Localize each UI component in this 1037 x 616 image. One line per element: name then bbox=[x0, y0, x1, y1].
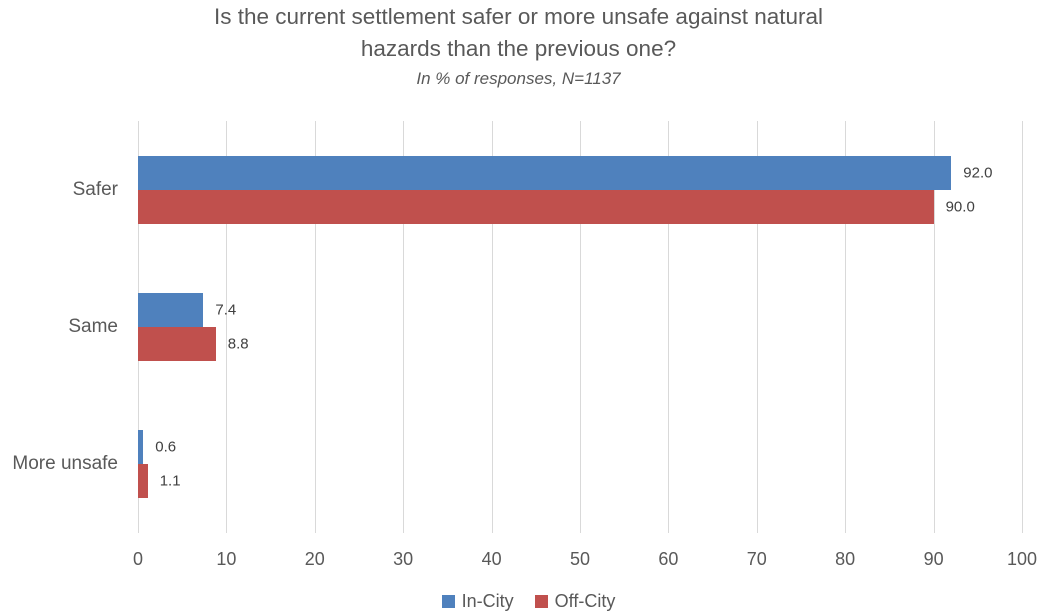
x-axis-tick-label-50: 50 bbox=[569, 549, 591, 569]
bar-off-city-same bbox=[138, 327, 216, 361]
gridline-10 bbox=[226, 121, 228, 533]
bar-off-city-safer bbox=[138, 189, 934, 224]
chart-title-block: Is the current settlement safer or more … bbox=[0, 1, 1037, 90]
x-axis-tick-label-0: 0 bbox=[132, 549, 144, 569]
gridline-20 bbox=[314, 121, 316, 533]
gridline-100 bbox=[1022, 121, 1023, 533]
chart-title-line-1: Is the current settlement safer or more … bbox=[213, 4, 824, 29]
legend-label-off-city: Off-City bbox=[554, 591, 616, 611]
chart-subtitle: In % of responses, N=1137 bbox=[416, 69, 621, 88]
gridline-90 bbox=[933, 121, 935, 533]
legend: In-City Off-City bbox=[10, 591, 1037, 612]
value-label-off-city-safer: 90.0 bbox=[945, 198, 975, 216]
value-label-off-city-more-unsafe: 1.1 bbox=[159, 472, 181, 490]
legend-swatch-in-city bbox=[441, 595, 455, 608]
gridline-30 bbox=[403, 121, 405, 533]
x-axis-tick-label-60: 60 bbox=[658, 549, 679, 569]
gridline-40 bbox=[491, 121, 493, 533]
legend-label-in-city: In-City bbox=[461, 591, 514, 611]
x-axis-tick-label-70: 70 bbox=[746, 549, 767, 569]
value-label-in-city-safer: 92.0 bbox=[963, 164, 993, 182]
x-axis-tick-label-100: 100 bbox=[1006, 549, 1037, 569]
x-axis-tick-label-30: 30 bbox=[393, 549, 414, 569]
category-label-safer: Safer bbox=[72, 178, 118, 200]
value-label-in-city-more-unsafe: 0.6 bbox=[155, 438, 177, 456]
category-label-more-unsafe: More unsafe bbox=[12, 453, 118, 475]
x-axis-tick-label-20: 20 bbox=[304, 549, 325, 569]
value-label-off-city-same: 8.8 bbox=[227, 335, 249, 353]
legend-swatch-off-city bbox=[534, 595, 548, 608]
bar-off-city-more-unsafe bbox=[138, 464, 148, 499]
gridline-50 bbox=[580, 121, 581, 533]
chart-title-line-2: hazards than the previous one? bbox=[360, 36, 677, 61]
gridline-70 bbox=[756, 121, 758, 533]
bar-in-city-safer bbox=[138, 155, 952, 190]
x-axis-tick-label-40: 40 bbox=[481, 549, 502, 569]
value-label-in-city-same: 7.4 bbox=[215, 301, 237, 319]
legend-item-in-city: In-City bbox=[441, 591, 514, 612]
plot-area: 92.0 90.0 7.4 8.8 0.6 1.1 bbox=[138, 121, 1023, 533]
gridline-80 bbox=[845, 121, 847, 533]
bar-in-city-same bbox=[138, 293, 204, 327]
category-label-same: Same bbox=[68, 316, 118, 337]
x-axis-tick-label-80: 80 bbox=[835, 549, 856, 569]
gridline-60 bbox=[668, 121, 670, 533]
legend-item-off-city: Off-City bbox=[534, 591, 616, 612]
x-axis-tick-label-10: 10 bbox=[216, 549, 237, 569]
x-axis-tick-label-90: 90 bbox=[923, 549, 944, 569]
bar-in-city-more-unsafe bbox=[138, 430, 144, 465]
